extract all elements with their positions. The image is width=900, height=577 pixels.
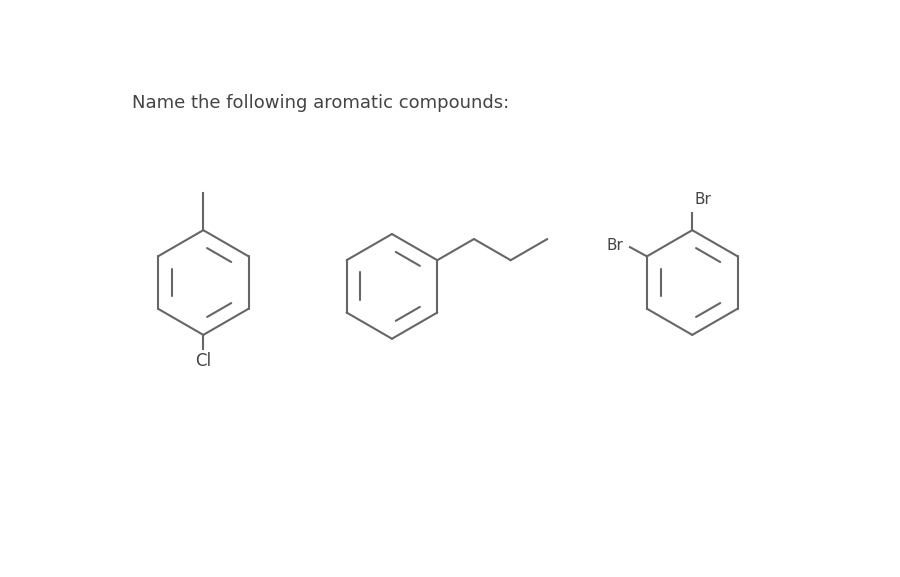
- Text: Br: Br: [695, 192, 711, 207]
- Text: Br: Br: [607, 238, 624, 253]
- Text: Name the following aromatic compounds:: Name the following aromatic compounds:: [131, 94, 508, 112]
- Text: Cl: Cl: [195, 352, 212, 370]
